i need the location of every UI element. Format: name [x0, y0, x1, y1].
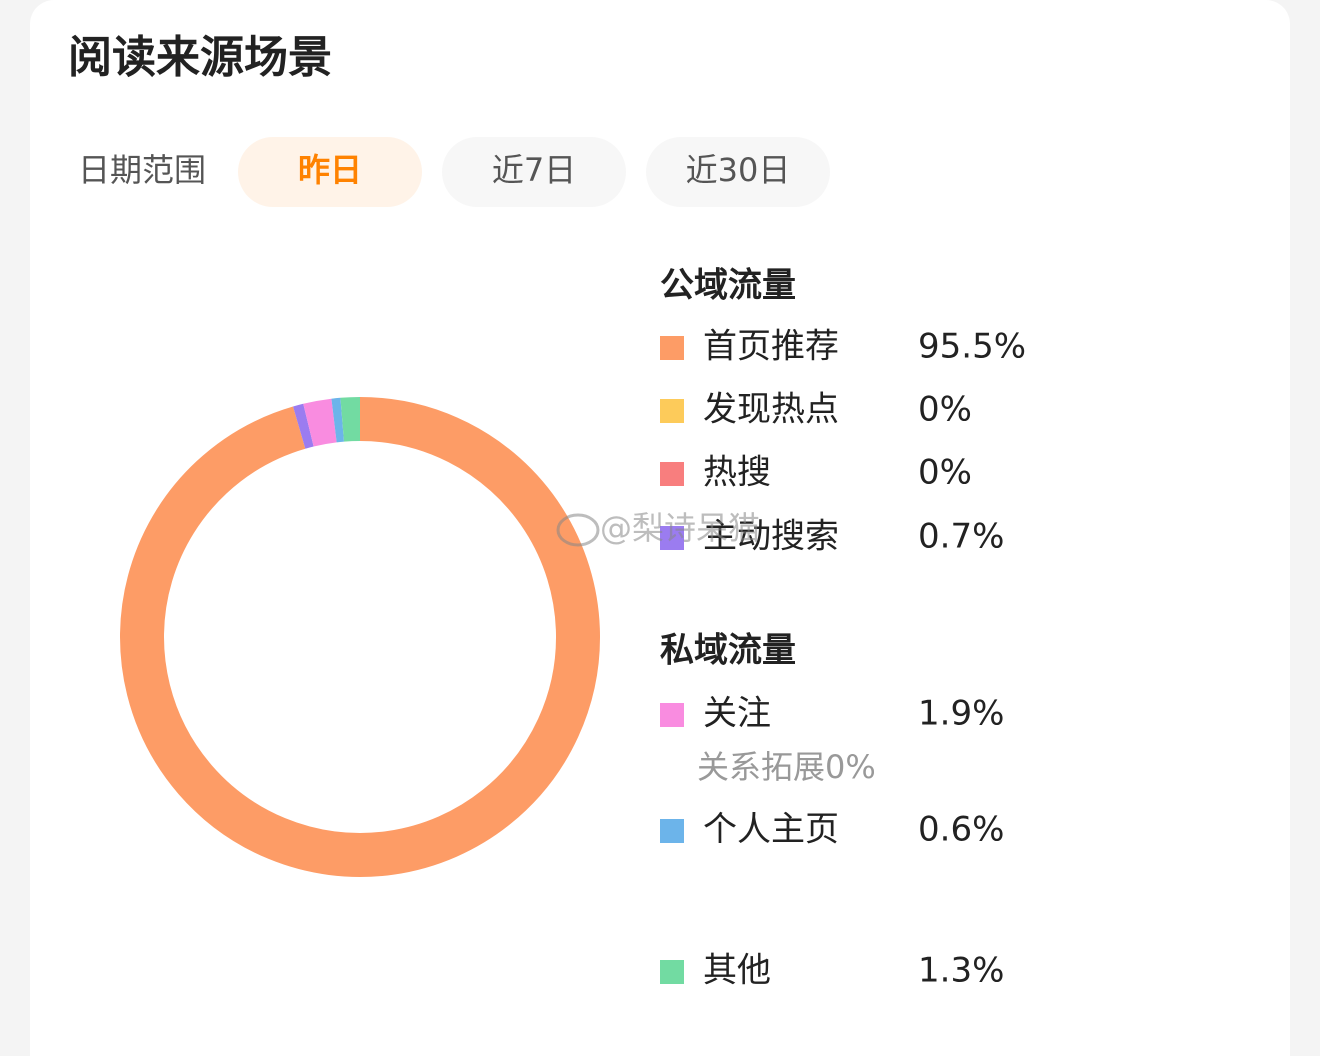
- legend-swatch: [660, 336, 684, 360]
- watermark-text: @梨诗呆猫: [600, 509, 760, 547]
- legend-label: 主动搜索: [703, 517, 839, 557]
- legend-label: 热搜: [703, 453, 771, 493]
- legend-swatch: [660, 462, 684, 486]
- legend-value: 0.7%: [918, 517, 1004, 557]
- filter-option[interactable]: 近30日: [686, 151, 791, 189]
- legend-swatch: [660, 526, 684, 550]
- watermark-logo: [556, 513, 600, 547]
- legend-label: 发现热点: [703, 390, 839, 430]
- legend-label: 关注: [703, 694, 771, 734]
- donut-segment: [303, 398, 337, 447]
- filter-pill[interactable]: [646, 137, 830, 207]
- group-title: 私域流量: [660, 631, 796, 671]
- legend-swatch: [660, 703, 684, 727]
- watermark: @梨诗呆猫: [556, 509, 760, 547]
- title: 阅读来源场景: [68, 32, 332, 83]
- legend-value: 0%: [918, 453, 972, 493]
- legend-value: 95.5%: [918, 327, 1026, 367]
- filter-label: 日期范围: [78, 151, 206, 189]
- filter-option[interactable]: 昨日: [298, 151, 362, 189]
- legend-label: 首页推荐: [703, 327, 839, 367]
- annotation: 关系拓展0%: [697, 748, 876, 786]
- donut-segment: [340, 397, 361, 442]
- donut-segment: [293, 403, 314, 449]
- legend-swatch: [660, 399, 684, 423]
- filter-pill[interactable]: [238, 137, 422, 207]
- legend-value: 0.6%: [918, 810, 1004, 850]
- group-title: 公域流量: [660, 266, 796, 306]
- legend-swatch: [660, 960, 684, 984]
- filter-pill[interactable]: [442, 137, 626, 207]
- filter-option[interactable]: 近7日: [492, 151, 576, 189]
- legend-label: 个人主页: [703, 810, 839, 850]
- legend-label: 其他: [703, 951, 771, 991]
- legend-swatch: [660, 819, 684, 843]
- donut-segment: [120, 397, 600, 877]
- legend-value: 1.3%: [918, 951, 1004, 991]
- donut-segment: [331, 397, 345, 443]
- legend-value: 0%: [918, 390, 972, 430]
- legend-value: 1.9%: [918, 694, 1004, 734]
